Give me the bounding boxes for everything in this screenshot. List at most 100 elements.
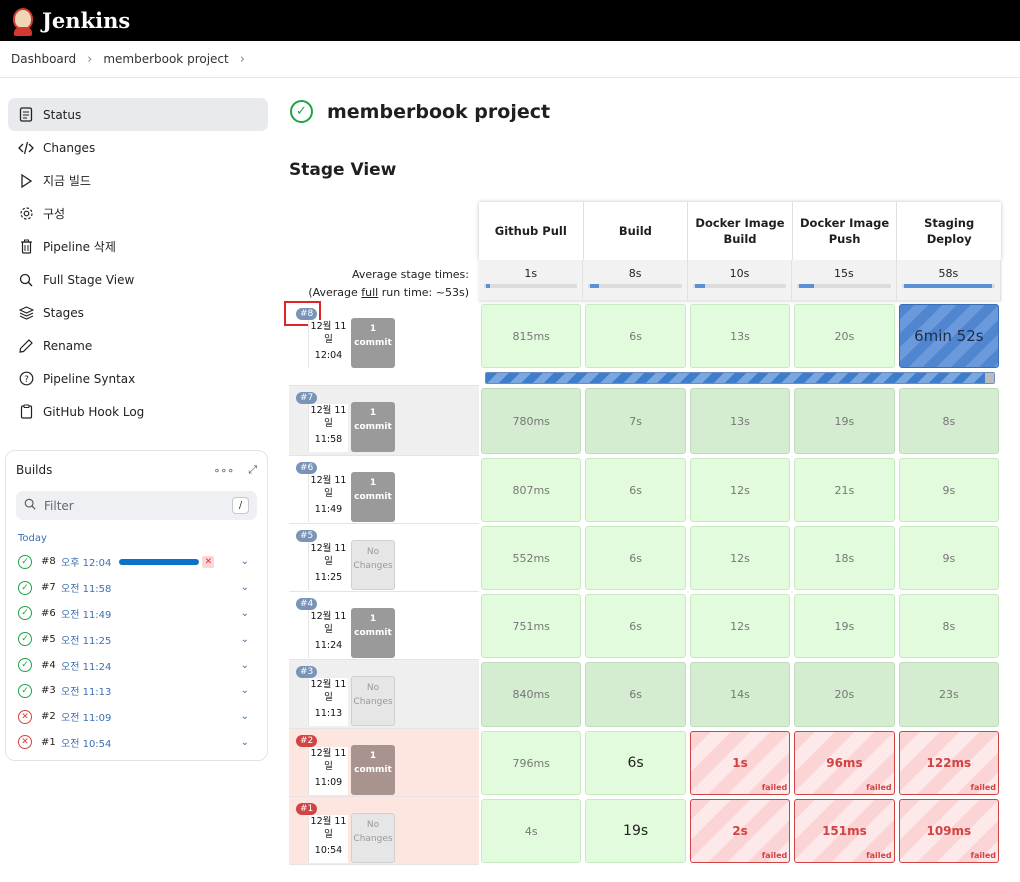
build-number[interactable]: #7: [41, 582, 56, 594]
stage-cell[interactable]: 8s: [898, 594, 1000, 658]
stage-cell-failed[interactable]: 122ms failed: [898, 731, 1000, 795]
run-changes[interactable]: 1 commit: [351, 745, 395, 795]
build-time[interactable]: 오전 11:49: [61, 609, 112, 621]
chevron-down-icon[interactable]: ⌄: [240, 711, 249, 723]
stage-cell[interactable]: 751ms: [481, 594, 582, 658]
build-time[interactable]: 오전 11:09: [61, 713, 112, 725]
breadcrumb-project[interactable]: memberbook project: [103, 52, 229, 66]
build-row[interactable]: ✓ #6 오전 11:49 ⌄: [16, 601, 257, 627]
sidebar-item-stages[interactable]: Stages: [8, 296, 268, 329]
build-number[interactable]: #5: [41, 633, 56, 645]
build-time[interactable]: 오전 11:13: [61, 687, 112, 699]
run-number-badge[interactable]: #3: [296, 666, 318, 678]
sidebar-item-configure[interactable]: 구성: [8, 197, 268, 230]
build-row[interactable]: ✓ #7 오전 11:58 ⌄: [16, 575, 257, 601]
sidebar-item-delete-pipeline[interactable]: Pipeline 삭제: [8, 230, 268, 263]
run-number-badge[interactable]: #1: [296, 803, 318, 815]
run-number-badge[interactable]: #4: [296, 598, 318, 610]
build-row[interactable]: ✓ #5 오전 11:25 ⌄: [16, 626, 257, 652]
stage-cell[interactable]: 23s: [898, 662, 1000, 727]
build-time[interactable]: 오전 11:24: [61, 661, 112, 673]
sidebar-item-changes[interactable]: Changes: [8, 131, 268, 164]
stage-cell[interactable]: 6s: [585, 731, 686, 795]
chevron-down-icon[interactable]: ⌄: [240, 556, 249, 568]
stage-cell[interactable]: 14s: [689, 662, 791, 727]
stage-cell[interactable]: 12s: [689, 526, 791, 590]
build-row[interactable]: ✓ #4 오전 11:24 ⌄: [16, 652, 257, 678]
run-changes[interactable]: No Changes: [351, 676, 395, 726]
chevron-right-icon[interactable]: ›: [239, 51, 245, 67]
chevron-down-icon[interactable]: ⌄: [240, 659, 249, 671]
run-number-badge[interactable]: #2: [296, 735, 318, 747]
run-changes[interactable]: 1 commit: [351, 402, 395, 452]
build-time[interactable]: 오전 10:54: [61, 738, 112, 750]
stage-cell[interactable]: 807ms: [481, 458, 582, 522]
stage-cell-failed[interactable]: 96ms failed: [794, 731, 895, 795]
stage-cell[interactable]: 19s: [794, 594, 895, 658]
stage-cell[interactable]: 13s: [689, 388, 791, 454]
chevron-down-icon[interactable]: ⌄: [240, 736, 249, 748]
chevron-down-icon[interactable]: ⌄: [240, 582, 249, 594]
stage-cell[interactable]: 12s: [689, 594, 791, 658]
build-number[interactable]: #6: [41, 607, 56, 619]
run-changes[interactable]: 1 commit: [351, 472, 395, 522]
build-number[interactable]: #3: [41, 685, 56, 697]
build-row[interactable]: ✓ #8 오후 12:04 ✕ ⌄: [16, 549, 257, 575]
expand-icon[interactable]: ⤢: [248, 463, 257, 476]
stage-cell-running[interactable]: 6min 52s: [898, 304, 1000, 368]
build-time[interactable]: 오전 11:25: [61, 635, 112, 647]
run-number-badge[interactable]: #5: [296, 530, 318, 542]
breadcrumb-dashboard[interactable]: Dashboard: [11, 52, 77, 66]
stage-cell[interactable]: 19s: [585, 799, 686, 863]
stage-cell[interactable]: 6s: [585, 526, 686, 590]
stage-cell[interactable]: 796ms: [481, 731, 582, 795]
chevron-down-icon[interactable]: ⌄: [240, 685, 249, 697]
build-time[interactable]: 오후 12:04: [61, 558, 112, 570]
stage-cell[interactable]: 552ms: [481, 526, 582, 590]
build-number[interactable]: #4: [41, 659, 56, 671]
stage-cell[interactable]: 8s: [898, 388, 1000, 454]
stage-cell[interactable]: 6s: [585, 662, 686, 727]
build-number[interactable]: #2: [41, 711, 56, 723]
sidebar-item-rename[interactable]: Rename: [8, 329, 268, 362]
build-row[interactable]: ✕ #2 오전 11:09 ⌄: [16, 704, 257, 730]
sidebar-item-pipeline-syntax[interactable]: ? Pipeline Syntax: [8, 362, 268, 395]
stage-cell[interactable]: 20s: [794, 304, 895, 368]
build-time[interactable]: 오전 11:58: [61, 584, 112, 596]
build-number[interactable]: #8: [41, 556, 56, 568]
stage-cell[interactable]: 9s: [898, 458, 1000, 522]
stage-cell-failed[interactable]: 2s failed: [689, 799, 791, 863]
stage-cell[interactable]: 7s: [585, 388, 686, 454]
stage-cell[interactable]: 815ms: [481, 304, 582, 368]
stage-cell[interactable]: 780ms: [481, 388, 582, 454]
stage-cell[interactable]: 13s: [689, 304, 791, 368]
stage-cell-failed[interactable]: 151ms failed: [794, 799, 895, 863]
stage-cell[interactable]: 4s: [481, 799, 582, 863]
run-number-badge[interactable]: #8: [296, 308, 318, 320]
stage-cell[interactable]: 20s: [794, 662, 895, 727]
stage-cell[interactable]: 12s: [689, 458, 791, 522]
more-options-icon[interactable]: ∘∘∘: [213, 463, 235, 477]
run-number-badge[interactable]: #6: [296, 462, 318, 474]
run-changes[interactable]: No Changes: [351, 540, 395, 590]
stage-cell-failed[interactable]: 1s failed: [689, 731, 791, 795]
sidebar-item-status[interactable]: Status: [8, 98, 268, 131]
build-row[interactable]: ✕ #1 오전 10:54 ⌄: [16, 730, 257, 756]
stage-cell-failed[interactable]: 109ms failed: [898, 799, 1000, 863]
builds-filter-input[interactable]: Filter /: [16, 491, 257, 520]
sidebar-item-github-hook-log[interactable]: GitHub Hook Log: [8, 395, 268, 428]
build-row[interactable]: ✓ #3 오전 11:13 ⌄: [16, 678, 257, 704]
stage-cell[interactable]: 9s: [898, 526, 1000, 590]
jenkins-logo-icon[interactable]: [10, 6, 36, 36]
run-number-badge[interactable]: #7: [296, 392, 318, 404]
sidebar-item-full-stage-view[interactable]: Full Stage View: [8, 263, 268, 296]
chevron-down-icon[interactable]: ⌄: [240, 633, 249, 645]
stage-cell[interactable]: 6s: [585, 304, 686, 368]
run-changes[interactable]: No Changes: [351, 813, 395, 863]
brand-name[interactable]: Jenkins: [42, 8, 131, 33]
stage-cell[interactable]: 18s: [794, 526, 895, 590]
sidebar-item-build-now[interactable]: 지금 빌드: [8, 164, 268, 197]
run-changes[interactable]: 1 commit: [351, 318, 395, 368]
stage-cell[interactable]: 840ms: [481, 662, 582, 727]
stage-cell[interactable]: 6s: [585, 458, 686, 522]
